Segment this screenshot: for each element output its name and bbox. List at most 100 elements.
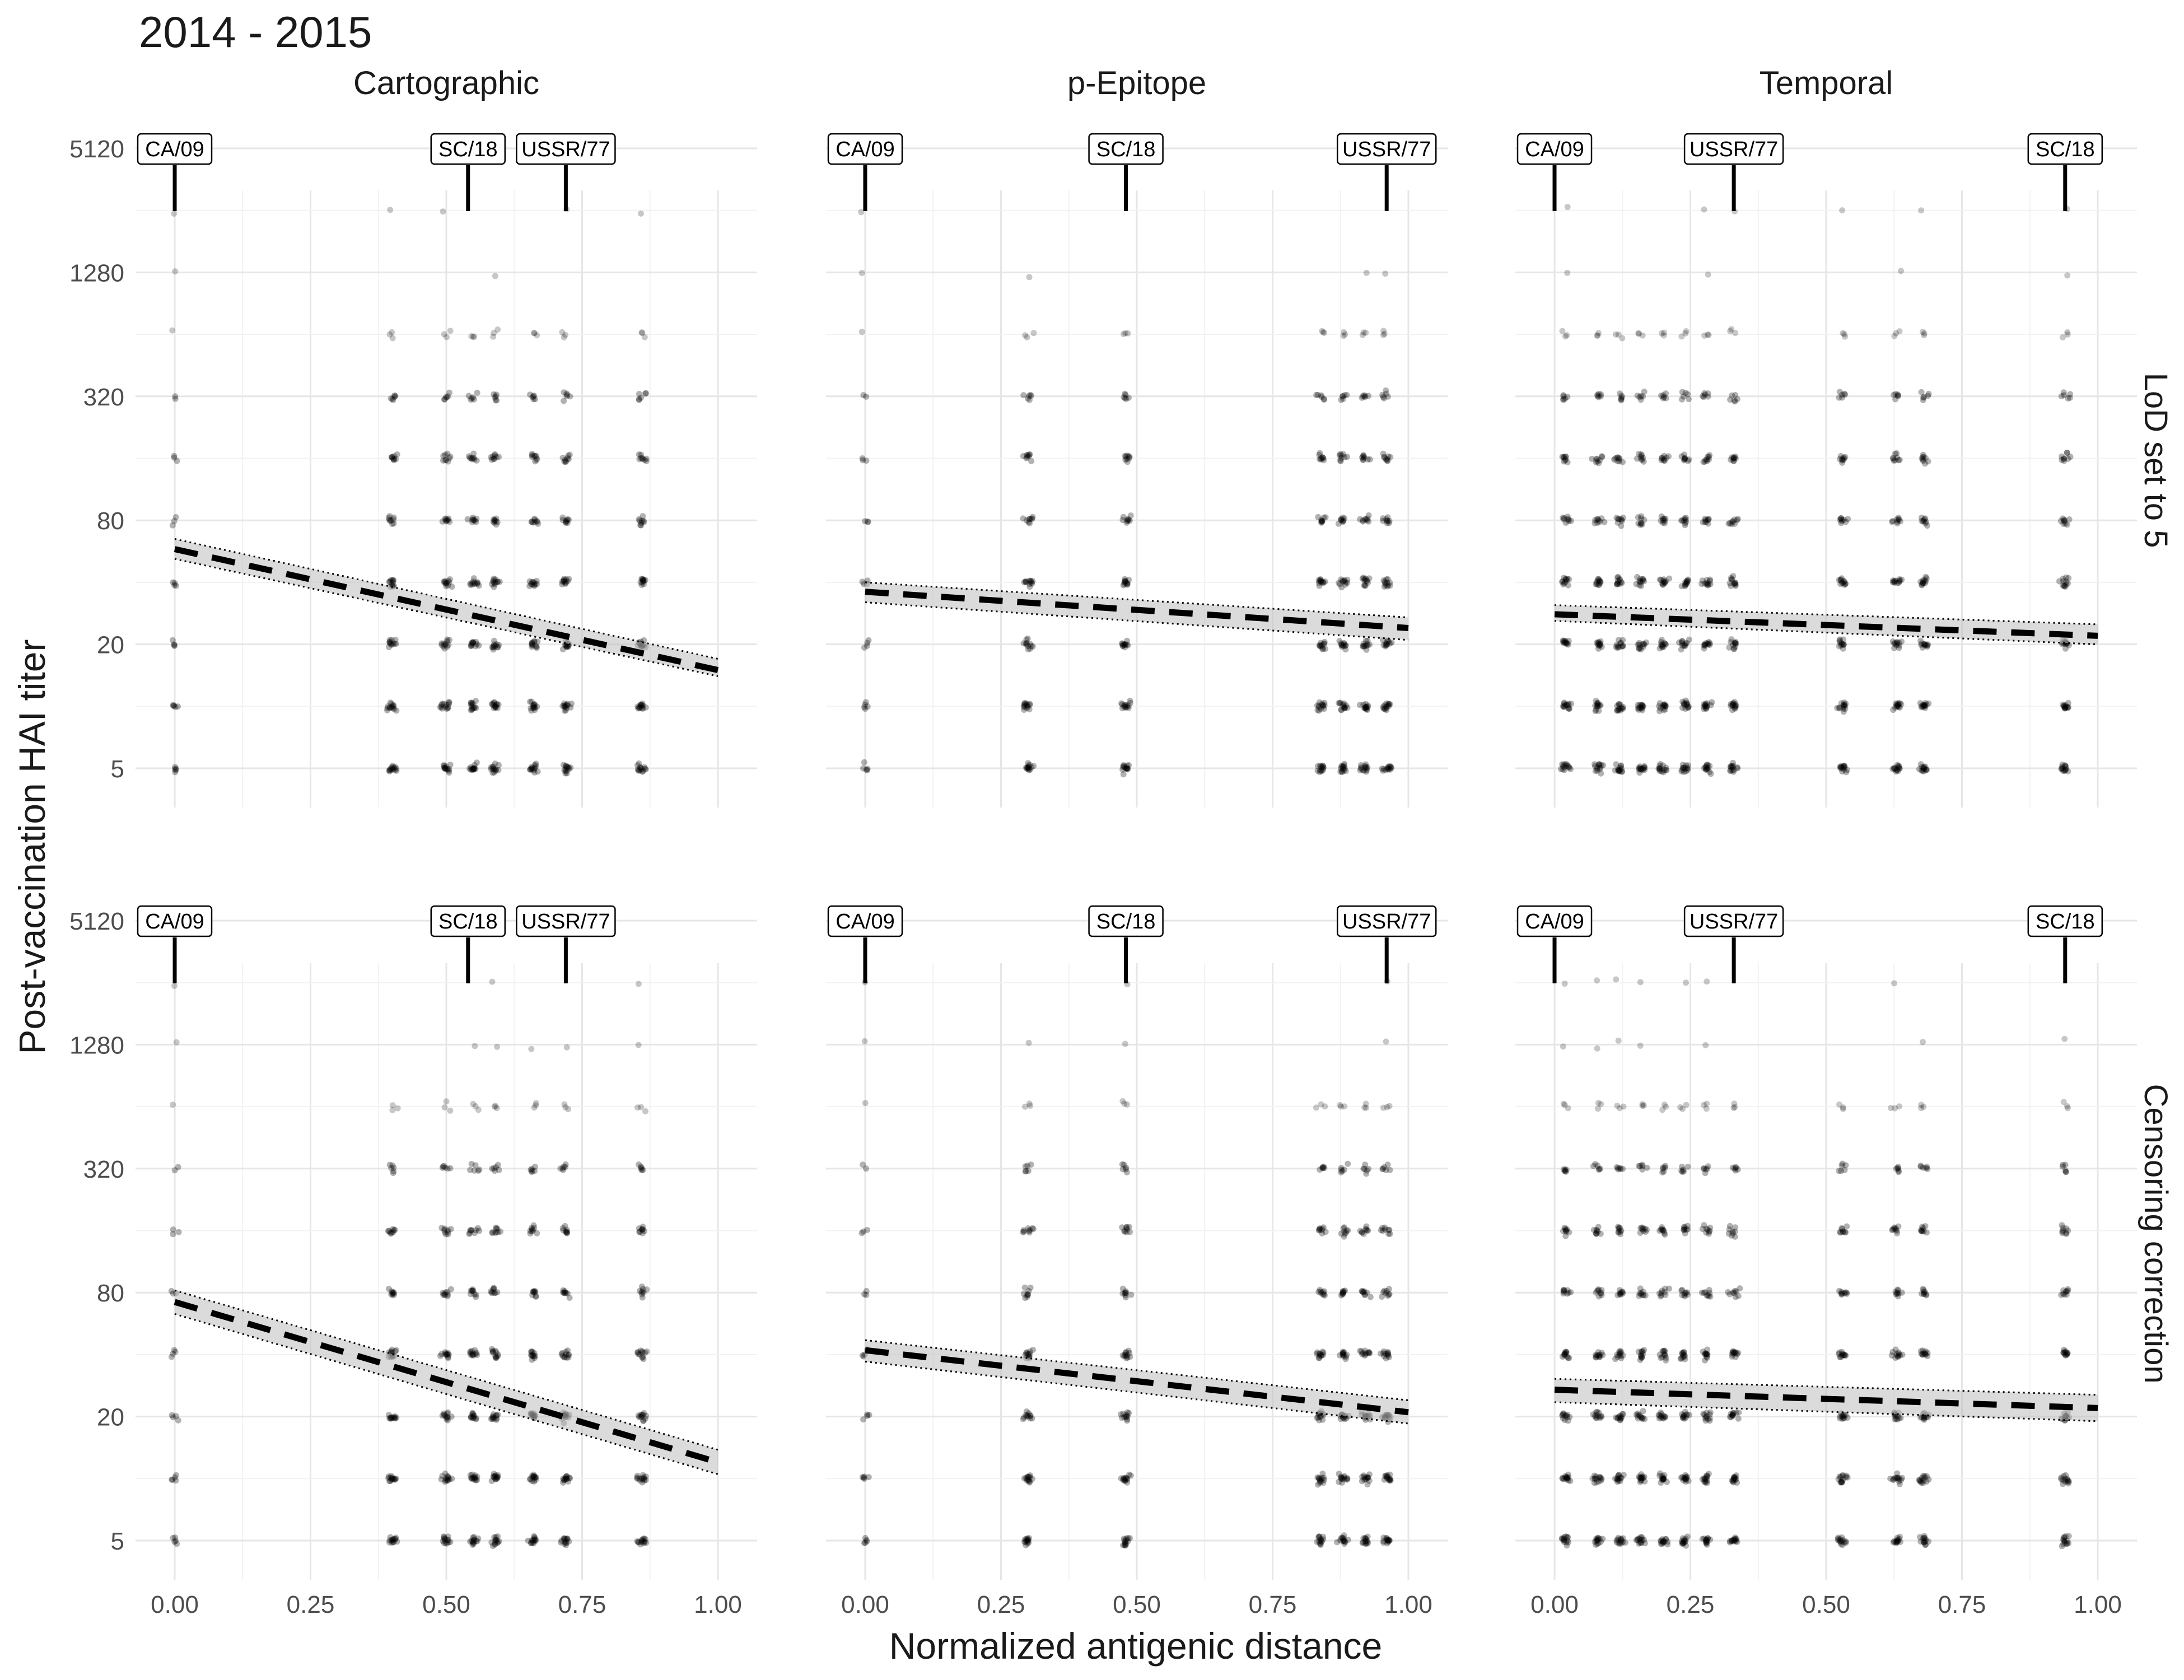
data-points xyxy=(169,206,650,777)
x-tick-label: 0.50 xyxy=(1113,1591,1161,1618)
data-point xyxy=(1318,763,1324,770)
data-point xyxy=(1615,767,1622,773)
data-point xyxy=(441,516,448,522)
data-point xyxy=(1024,765,1030,772)
data-point xyxy=(1364,641,1370,647)
data-point xyxy=(490,763,497,770)
data-point xyxy=(390,1539,396,1546)
data-point xyxy=(1021,699,1028,706)
data-point xyxy=(1919,517,1925,524)
data-point xyxy=(1364,707,1370,713)
data-point xyxy=(1027,577,1034,584)
data-point xyxy=(530,393,536,400)
data-point xyxy=(1318,394,1325,400)
data-point xyxy=(390,455,397,462)
data-point xyxy=(1318,1227,1325,1234)
data-point xyxy=(1340,517,1347,524)
fit-line xyxy=(174,546,719,673)
data-point xyxy=(1594,699,1601,706)
data-point xyxy=(1663,1357,1669,1364)
data-point xyxy=(638,576,645,582)
data-point xyxy=(441,578,448,585)
data-point xyxy=(863,458,870,464)
data-point xyxy=(496,642,502,648)
data-point xyxy=(533,643,539,650)
data-point xyxy=(170,1534,176,1541)
data-point xyxy=(389,641,395,648)
data-point xyxy=(640,577,646,584)
data-point xyxy=(440,1163,446,1170)
data-point xyxy=(1636,704,1642,711)
data-point xyxy=(639,768,646,775)
data-point xyxy=(1121,763,1127,769)
data-point xyxy=(1360,452,1367,459)
data-point xyxy=(171,517,178,524)
data-point xyxy=(1593,1352,1600,1359)
data-point xyxy=(470,766,477,773)
data-point xyxy=(1837,763,1844,770)
data-point xyxy=(638,517,645,524)
data-point xyxy=(1025,766,1032,772)
data-point xyxy=(1840,636,1847,643)
data-point xyxy=(1320,763,1327,769)
data-point xyxy=(1362,763,1369,770)
data-point xyxy=(1024,1537,1030,1544)
data-point xyxy=(1124,581,1131,588)
data-point xyxy=(390,703,397,710)
data-point xyxy=(1836,1168,1842,1174)
data-point xyxy=(1123,395,1130,402)
data-point xyxy=(1340,701,1346,708)
data-point xyxy=(1732,1287,1738,1294)
x-tick-label: 0.00 xyxy=(841,1591,889,1618)
data-point xyxy=(1362,516,1369,522)
data-point xyxy=(1338,1165,1345,1172)
data-point xyxy=(493,701,500,708)
data-point xyxy=(563,702,570,708)
data-point xyxy=(1022,1163,1029,1170)
data-point xyxy=(470,575,477,582)
data-point xyxy=(533,760,539,767)
data-point xyxy=(1366,456,1373,463)
data-point xyxy=(390,640,396,647)
data-point xyxy=(388,395,394,402)
data-point xyxy=(1380,767,1386,774)
data-point xyxy=(1638,1290,1645,1296)
data-point xyxy=(171,643,178,649)
data-point xyxy=(1564,269,1571,276)
data-point xyxy=(1921,1474,1928,1481)
facet-row-title: LoD set to 5 xyxy=(2138,373,2174,548)
data-point xyxy=(1344,580,1351,586)
data-point xyxy=(562,763,569,769)
data-point xyxy=(534,518,540,525)
data-point xyxy=(389,1292,396,1299)
data-point xyxy=(1029,580,1035,587)
data-point xyxy=(491,637,497,644)
data-point xyxy=(1340,395,1347,402)
data-point xyxy=(1315,514,1322,520)
data-point xyxy=(468,767,474,773)
data-point xyxy=(638,520,645,526)
data-point xyxy=(561,398,567,404)
data-point xyxy=(1124,766,1131,772)
data-point xyxy=(2062,520,2069,527)
data-point xyxy=(561,577,567,584)
y-tick-label: 320 xyxy=(83,384,124,411)
data-point xyxy=(441,764,447,771)
data-point xyxy=(1023,636,1030,643)
data-point xyxy=(474,579,480,586)
data-point xyxy=(638,582,645,589)
data-point xyxy=(2056,578,2062,585)
data-point xyxy=(566,576,572,582)
data-point xyxy=(1338,640,1345,647)
data-point xyxy=(1020,392,1027,399)
data-point xyxy=(440,452,447,459)
data-point xyxy=(492,1103,499,1109)
data-point xyxy=(1620,643,1626,650)
data-point xyxy=(169,637,176,643)
data-point xyxy=(1701,765,1707,772)
data-point xyxy=(469,766,475,773)
data-point xyxy=(1026,766,1033,773)
data-point xyxy=(1562,1166,1569,1173)
data-point xyxy=(468,455,474,461)
data-point xyxy=(1360,643,1366,649)
